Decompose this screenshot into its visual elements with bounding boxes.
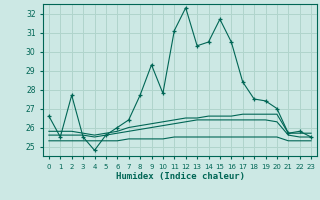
X-axis label: Humidex (Indice chaleur): Humidex (Indice chaleur) (116, 172, 244, 181)
